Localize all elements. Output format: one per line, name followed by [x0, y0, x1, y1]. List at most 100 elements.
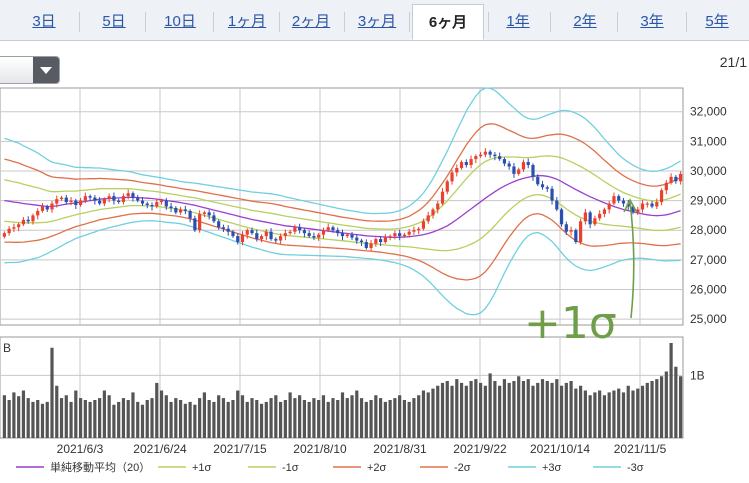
volume-bar — [183, 403, 187, 438]
candle-body — [155, 202, 159, 207]
candle-body — [69, 200, 73, 203]
volume-bar — [212, 401, 216, 438]
candle-body — [483, 151, 487, 155]
plus-3-sigma-line — [4, 87, 681, 215]
candle-body — [402, 234, 407, 237]
candle-body — [302, 230, 307, 234]
volume-bar — [526, 379, 530, 438]
candle-body — [664, 182, 668, 191]
candle-body — [317, 234, 321, 238]
candle-body — [59, 197, 64, 200]
y-tick-label: 27,000 — [690, 253, 727, 267]
candle-body — [7, 228, 11, 234]
volume-bar — [378, 398, 383, 438]
candle-body — [2, 233, 6, 237]
candle-body — [93, 197, 97, 201]
tab-separator — [279, 12, 280, 32]
candle-body — [107, 196, 111, 200]
candle-body — [679, 173, 683, 182]
volume-bar — [555, 379, 559, 438]
volume-bar — [131, 392, 135, 438]
volume-bar — [488, 373, 492, 438]
volume-bar — [36, 400, 40, 438]
candle-body — [559, 209, 564, 225]
volume-bar — [621, 392, 626, 438]
candle-body — [393, 233, 397, 237]
tab-1[interactable]: 5日 — [102, 13, 126, 30]
tab-5[interactable]: 3ヶ月 — [357, 13, 397, 30]
volume-bar — [302, 400, 307, 438]
volume-bar — [107, 395, 111, 438]
volume-bar — [493, 381, 497, 438]
candle-body — [117, 200, 121, 203]
volume-bar — [250, 398, 254, 438]
candle-body — [131, 193, 135, 198]
minus-3-sigma-line — [4, 220, 681, 316]
candle-body — [188, 210, 192, 219]
candle-body — [255, 233, 259, 240]
volume-bar — [74, 390, 78, 438]
candle-body — [545, 187, 549, 189]
volume-bar — [588, 395, 592, 438]
volume-bar — [136, 401, 140, 438]
volume-bar — [669, 343, 673, 438]
candle-body — [307, 233, 311, 237]
candle-body — [202, 212, 206, 214]
volume-bar — [431, 388, 435, 438]
volume-bar — [102, 390, 106, 438]
volume-bar — [388, 400, 392, 438]
volume-bar — [298, 395, 302, 438]
volume-bar — [145, 400, 149, 438]
tab-3[interactable]: 1ヶ月 — [227, 13, 267, 30]
volume-bar — [393, 398, 397, 438]
volume-bar — [664, 371, 668, 438]
volume-bar — [569, 381, 573, 438]
indicator-dropdown[interactable] — [0, 56, 60, 84]
candle-body — [55, 199, 59, 204]
volume-bar — [140, 404, 145, 438]
chevron-down-icon[interactable] — [33, 57, 59, 83]
volume-bar — [26, 398, 30, 438]
candle-body — [469, 159, 473, 166]
volume-bar — [626, 385, 630, 438]
volume-bar — [574, 388, 578, 438]
volume-bar — [450, 385, 454, 438]
x-tick-label: 2021/11/5 — [614, 442, 667, 456]
volume-bar — [559, 385, 564, 438]
volume-bar — [17, 396, 21, 438]
volume-bar — [121, 398, 126, 438]
tab-9[interactable]: 3年 — [640, 13, 664, 30]
tab-8[interactable]: 2年 — [573, 13, 597, 30]
volume-bar — [169, 401, 173, 438]
tab-2[interactable]: 10日 — [164, 13, 196, 30]
volume-bar — [2, 395, 6, 438]
volume-bar — [164, 395, 168, 438]
volume-bar — [583, 390, 587, 438]
volume-bar — [631, 390, 635, 438]
tab-7[interactable]: 1年 — [506, 13, 530, 30]
volume-bar — [507, 382, 511, 438]
candle-body — [536, 176, 540, 185]
candle-body — [207, 212, 211, 216]
tab-separator — [550, 12, 551, 32]
candle-body — [359, 240, 364, 243]
candle-body — [174, 207, 178, 213]
volume-bar — [278, 401, 283, 438]
tab-4[interactable]: 2ヶ月 — [291, 13, 331, 30]
candle-body — [593, 218, 597, 225]
legend-label: -3σ — [627, 462, 644, 474]
price-panel-frame — [0, 87, 684, 326]
tab-separator — [213, 12, 214, 32]
volume-bar — [479, 382, 483, 438]
volume-tick-label: 1B — [690, 368, 705, 382]
tab-6[interactable]: 6ヶ月 — [412, 4, 484, 40]
candle-body — [579, 221, 583, 243]
tab-0[interactable]: 3日 — [32, 13, 56, 30]
date-label: 21/1 — [719, 54, 747, 70]
tab-10[interactable]: 5年 — [705, 13, 729, 30]
annotation-label: +1σ — [524, 298, 617, 349]
candle-body — [569, 230, 573, 232]
volume-bar — [536, 382, 540, 438]
volume-bar — [78, 398, 83, 438]
candle-body — [383, 237, 387, 243]
